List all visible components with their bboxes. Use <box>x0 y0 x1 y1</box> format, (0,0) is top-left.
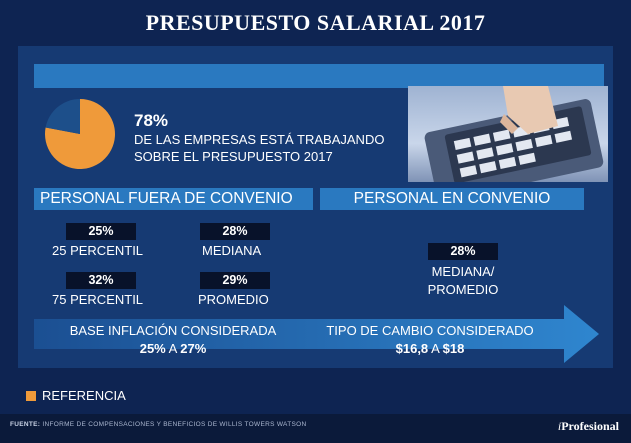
value-25-percentil: 25% <box>66 223 136 240</box>
pie-chart <box>45 99 116 169</box>
value-promedio: 29% <box>200 272 270 289</box>
calculator-illustration <box>424 86 604 182</box>
legend-label: REFERENCIA <box>42 388 126 403</box>
page-title: PRESUPUESTO SALARIAL 2017 <box>145 10 486 35</box>
highlight-value: 78% <box>134 111 169 130</box>
label-promedio: PROMEDIO <box>198 292 269 307</box>
tipo-cambio-block: TIPO DE CAMBIO CONSIDERADO $16,8 A $18 <box>312 323 548 356</box>
inflacion-block: BASE INFLACIÓN CONSIDERADA 25% A 27% <box>58 323 288 356</box>
inflacion-label: BASE INFLACIÓN CONSIDERADA <box>69 323 277 338</box>
footer <box>0 414 631 443</box>
label-convenio-line-1: MEDIANA/ <box>431 264 495 279</box>
inflacion-from: 25% <box>139 341 166 356</box>
highlight-description: DE LAS EMPRESAS ESTÁ TRABAJANDO SOBRE EL… <box>134 131 424 165</box>
value-75-percentil: 32% <box>66 272 136 289</box>
inflacion-connector: A <box>168 341 177 356</box>
footer-source: FUENTE: INFORME DE COMPENSACIONES Y BENE… <box>10 421 306 428</box>
label-convenio-line-2: PROMEDIO <box>427 282 499 297</box>
top-accent-bar <box>34 64 604 88</box>
label-convenio: MEDIANA/ PROMEDIO <box>418 263 508 299</box>
label-75-percentil: 75 PERCENTIL <box>52 292 144 307</box>
highlight-line-1: DE LAS EMPRESAS ESTÁ TRABAJANDO <box>134 132 385 147</box>
brand-logo: iProfesional <box>558 419 619 434</box>
value-convenio: 28% <box>428 243 498 260</box>
label-25-percentil: 25 PERCENTIL <box>52 243 144 258</box>
pie-slice-rest <box>45 99 80 134</box>
tipo-cambio-range: $16,8 A $18 <box>312 341 548 356</box>
value-mediana: 28% <box>200 223 270 240</box>
section-fuera-convenio: PERSONAL FUERA DE CONVENIO <box>34 188 313 210</box>
arrow-band <box>34 305 599 363</box>
tipo-cambio-connector: A <box>431 341 440 356</box>
pie-slice-main <box>45 99 116 169</box>
inflacion-to: 27% <box>180 341 207 356</box>
legend-swatch <box>26 391 36 401</box>
highlight-line-2: SOBRE EL PRESUPUESTO 2017 <box>134 149 333 164</box>
brand-name: Profesional <box>561 419 619 433</box>
inflacion-range: 25% A 27% <box>58 341 288 356</box>
footer-source-text: INFORME DE COMPENSACIONES Y BENEFICIOS D… <box>42 421 307 428</box>
label-mediana: MEDIANA <box>202 243 262 258</box>
brand-prefix: i <box>557 419 562 433</box>
calculator-photo <box>408 86 608 182</box>
footer-source-label: FUENTE: <box>10 421 41 428</box>
tipo-cambio-from: $16,8 <box>395 341 429 356</box>
tipo-cambio-to: $18 <box>442 341 465 356</box>
section-en-convenio: PERSONAL EN CONVENIO <box>320 188 584 210</box>
tipo-cambio-label: TIPO DE CAMBIO CONSIDERADO <box>326 323 534 338</box>
